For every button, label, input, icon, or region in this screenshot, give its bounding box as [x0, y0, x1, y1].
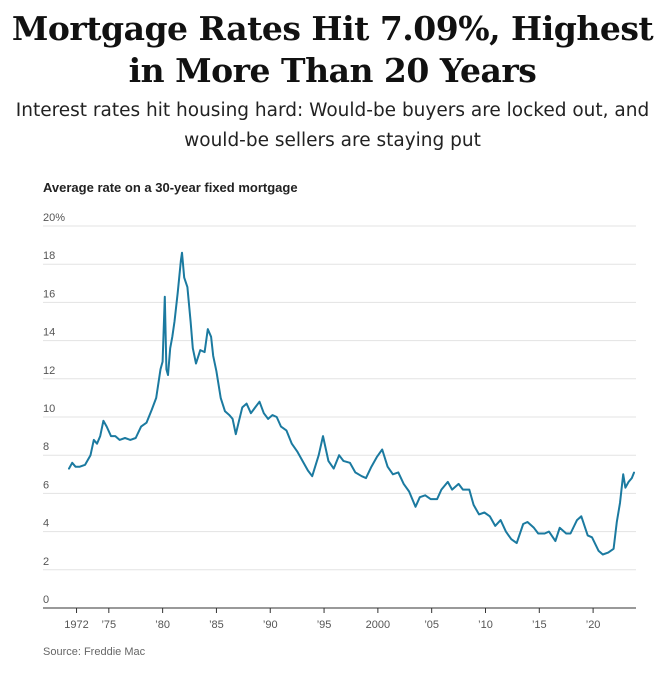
x-tick-label: 1972: [64, 619, 88, 631]
y-tick-label: 12: [43, 365, 55, 377]
x-tick-label: ’85: [209, 619, 224, 631]
x-tick-label: ’10: [478, 619, 493, 631]
x-tick-label: 2000: [366, 619, 390, 631]
x-tick-label: ’15: [532, 619, 547, 631]
y-tick-label: 20%: [43, 212, 65, 224]
y-tick-label: 4: [43, 518, 49, 530]
x-tick-label: ’80: [155, 619, 170, 631]
y-tick-label: 0: [43, 594, 49, 606]
source-note: Source: Freddie Mac: [43, 646, 146, 658]
x-tick-label: ’75: [101, 619, 116, 631]
x-tick-labels: 1972 ’75 ’80 ’85 ’90 ’95 2000 ’05 ’10 ’15 ’20: [64, 619, 600, 631]
x-tick-label: ’05: [424, 619, 439, 631]
x-tick-label: ’90: [263, 619, 278, 631]
y-tick-label: 18: [43, 250, 55, 262]
y-tick-label: 14: [43, 327, 55, 339]
y-tick-label: 16: [43, 288, 55, 300]
y-tick-labels: 0 2 4 6 8 10 12 14 16 18 20%: [43, 212, 65, 606]
y-tick-label: 6: [43, 479, 49, 491]
x-tick-label: ’20: [586, 619, 601, 631]
y-tick-label: 8: [43, 441, 49, 453]
headline: Mortgage Rates Hit 7.09%, Highest in Mor…: [11, 9, 654, 90]
y-tick-label: 10: [43, 403, 55, 415]
dek: Interest rates hit housing hard: Would-b…: [15, 100, 650, 151]
y-tick-label: 2: [43, 556, 49, 568]
grid-lines: [43, 225, 636, 613]
series-line-mortgage-rate: [68, 251, 635, 556]
chart-title: Average rate on a 30-year fixed mortgage: [43, 180, 298, 195]
x-tick-label: ’95: [317, 619, 332, 631]
